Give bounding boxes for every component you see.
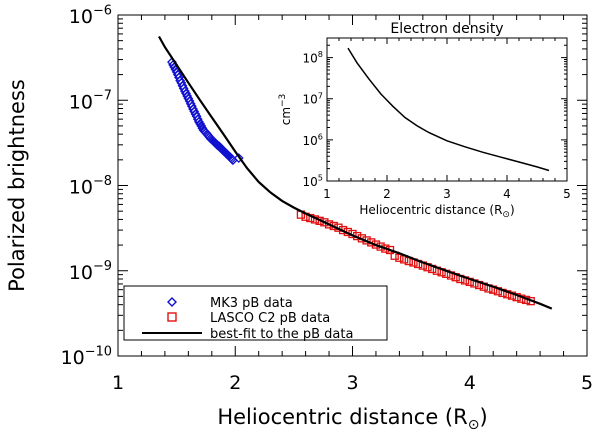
- inset-x-tick-label: 5: [563, 187, 571, 201]
- y-tick-label: 10−6: [69, 3, 112, 28]
- series-line: [158, 35, 553, 310]
- best-fit-line: [158, 35, 553, 310]
- lasco-point: [324, 220, 334, 229]
- mk3-point: [233, 153, 244, 163]
- legend-label: LASCO C2 pB data: [210, 311, 330, 326]
- inset-x-axis-label: Heliocentric distance (R⊙): [359, 203, 514, 220]
- axis-labels: Heliocentric distance (R⊙) Polarized brig…: [5, 79, 488, 433]
- inset-y-tick-label: 107: [303, 90, 323, 106]
- inset-x-tick-label: 3: [443, 187, 451, 201]
- inset-y-tick-label: 105: [303, 173, 323, 189]
- inset-title: Electron density: [390, 21, 503, 37]
- y-tick-label: 10−7: [69, 89, 112, 114]
- mk3-point: [195, 118, 205, 129]
- series-diamond: [167, 57, 244, 166]
- x-tick-label: 3: [346, 372, 358, 394]
- inset-y-axis-label: cm−3: [278, 94, 293, 126]
- x-axis-label: Heliocentric distance (R⊙): [217, 405, 487, 433]
- x-tick-label: 2: [229, 372, 241, 394]
- inset-y-tick-label: 106: [303, 131, 323, 147]
- lasco-point: [385, 245, 395, 255]
- electron-density-line: [347, 47, 550, 172]
- y-tick-label: 10−8: [69, 174, 112, 199]
- x-tick-label: 4: [464, 372, 476, 394]
- inset-chart: Electron density 1 2 3 4 5 105 106 107 108 Helioce…: [278, 21, 571, 220]
- y-axis-label: Polarized brightness: [5, 79, 29, 292]
- legend-marker-square: [167, 312, 177, 322]
- inset-x-tick-label: 2: [383, 187, 391, 201]
- inset-x-tick-label: 1: [323, 187, 331, 201]
- y-tick-label: 10−9: [69, 259, 112, 284]
- mk3-point: [192, 114, 203, 125]
- lasco-point: [320, 218, 329, 227]
- legend-marker-diamond: [167, 297, 177, 307]
- inset-frame: [326, 37, 568, 182]
- legend-label: MK3 pB data: [210, 296, 293, 311]
- x-tick-label: 1: [112, 372, 124, 394]
- plot-area: 1 2 3 4 5 10−10 10−9 10−8 10−7 10−6: [61, 3, 593, 394]
- y-tick-label: 10−10: [61, 344, 112, 369]
- legend-label: best-fit to the pB data: [210, 327, 353, 342]
- mk3-point: [196, 120, 207, 131]
- x-tick-label: 5: [581, 372, 593, 394]
- inset-x-tick-label: 4: [503, 187, 511, 201]
- inset-y-tick-label: 108: [303, 49, 323, 65]
